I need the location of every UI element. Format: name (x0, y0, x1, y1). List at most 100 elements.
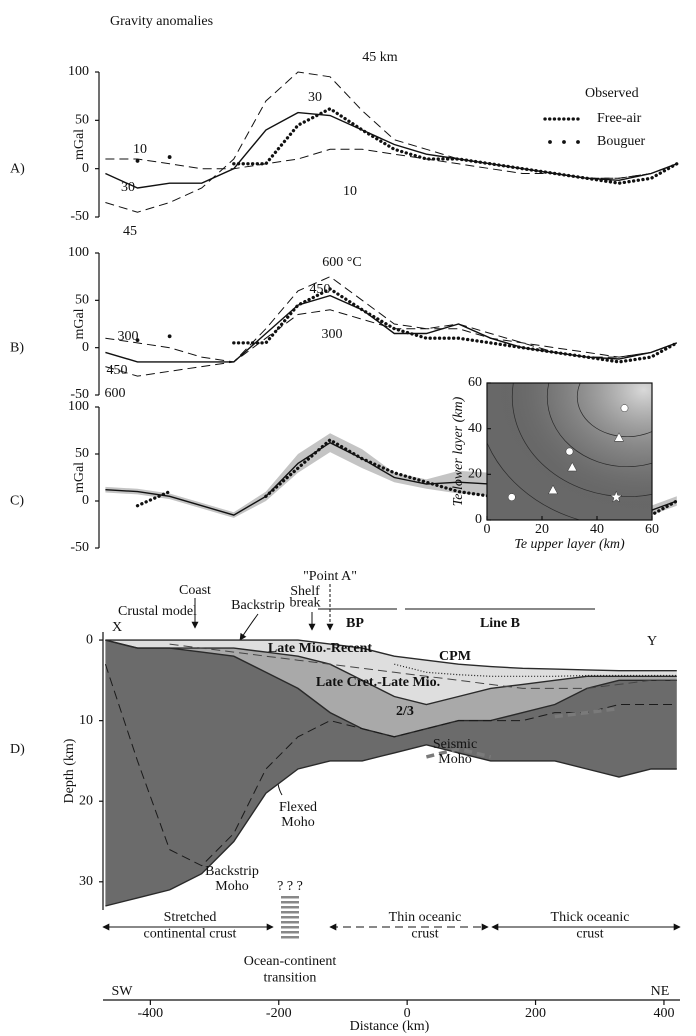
curve-label: 600 (105, 386, 126, 401)
annotation: Ocean-continent (244, 954, 337, 969)
y-tick-label: 50 (75, 293, 89, 308)
y-axis-label: mGal (72, 462, 87, 493)
marker-triangle (567, 461, 578, 472)
curve-label: 10 (343, 184, 357, 199)
annotation: break (289, 596, 320, 611)
layer-fill (105, 640, 677, 906)
x-tick-label: 60 (645, 522, 659, 537)
curve-label: 300 (118, 329, 139, 344)
x-tick-label: 200 (525, 1006, 546, 1021)
annotation: "Point A" (303, 569, 357, 584)
annotation: Y (647, 634, 657, 649)
model-curve (105, 148, 677, 179)
y-tick-label: 20 (468, 467, 482, 482)
curve-label: 600 °C (322, 255, 361, 270)
annotation: Coast (179, 583, 211, 598)
annotation: Moho (281, 815, 314, 830)
marker-circle (565, 447, 574, 456)
annotation: Stretched (164, 910, 217, 925)
contour-line (576, 383, 652, 438)
y-tick-label: 20 (79, 793, 93, 808)
legend-swatch (548, 140, 552, 144)
x-axis-label: Te upper layer (km) (514, 537, 625, 552)
model-curve (105, 309, 677, 363)
plot-frame (486, 382, 653, 521)
y-tick-label: 0 (86, 632, 93, 647)
curve-label: 45 (123, 224, 137, 239)
curve-label: 30 (308, 90, 322, 105)
y-axis-label: Depth (km) (62, 738, 77, 803)
observed-curve-dot (135, 159, 140, 163)
marker-triangle (613, 432, 625, 442)
panel-label: A) (10, 161, 25, 176)
x-tick-label: 400 (653, 1006, 674, 1021)
x-tick-label: 0 (484, 522, 491, 537)
oct-hatch (281, 896, 299, 939)
marker-triangle (547, 484, 559, 495)
panel-label: D) (10, 742, 25, 757)
curve-label: 45 km (362, 50, 398, 65)
y-tick-label: 100 (68, 399, 89, 414)
annotation: continental crust (144, 926, 237, 941)
y-axis-label: mGal (72, 308, 87, 339)
section-line (169, 643, 677, 689)
annotation: transition (264, 970, 317, 985)
x-tick-label: -200 (266, 1006, 292, 1021)
chart-title: Crustal model (118, 604, 197, 619)
y-tick-label: 40 (468, 421, 482, 436)
y-tick-label: -50 (70, 209, 89, 224)
annotation: Backstrip (205, 864, 259, 879)
legend-label: Free-air (597, 111, 642, 126)
annotation: SW (112, 984, 134, 999)
observed-curve-dot (167, 334, 172, 339)
y-axis-label: mGal (72, 129, 87, 160)
y-tick-label: 100 (68, 64, 89, 79)
curve-label: 450 (310, 282, 331, 297)
annotation: X (112, 620, 122, 635)
annotation: crust (576, 926, 603, 941)
legend-label: Bouguer (597, 134, 646, 149)
x-tick-label: 0 (404, 1006, 411, 1021)
legend-swatch (576, 140, 580, 144)
y-tick-label: 30 (79, 874, 93, 889)
marker-star (609, 490, 623, 503)
annotation: Moho (215, 879, 248, 894)
legend-swatch (562, 140, 566, 144)
layer-boundary (105, 639, 677, 672)
panel-label: C) (10, 494, 24, 509)
annotation: Seismic (433, 737, 477, 752)
annotation: crust (411, 926, 438, 941)
chart-title: Gravity anomalies (110, 14, 213, 29)
y-tick-label: 0 (82, 340, 89, 355)
model-curve (105, 294, 678, 363)
annotation: Shelf (290, 584, 320, 599)
observed-curve-dot (135, 338, 140, 342)
x-tick-label: -400 (138, 1006, 164, 1021)
annotation: ? ? ? (277, 879, 303, 894)
annotation: BP (346, 616, 364, 631)
y-tick-label: 100 (68, 245, 89, 260)
y-tick-label: 10 (79, 713, 93, 728)
curve-label: 30 (121, 180, 135, 195)
contour-line (511, 383, 652, 498)
y-tick-label: 0 (82, 161, 89, 176)
x-axis-label: Distance (km) (350, 1019, 430, 1034)
y-tick-label: -50 (70, 540, 89, 555)
annotation: CPM (439, 649, 471, 664)
annotation: Flexed (279, 800, 317, 815)
y-axis-label: Te lower layer (km) (451, 396, 466, 506)
observed-curve (232, 287, 679, 364)
marker-circle (507, 493, 516, 502)
backstrip-arrow (239, 613, 259, 641)
observed-curve-dot (167, 155, 172, 159)
annotation: NE (651, 984, 670, 999)
annotation: Thick oceanic (551, 910, 630, 925)
layer-boundary (105, 744, 677, 907)
layer-fill (105, 640, 677, 705)
annotation: Late Cret.-Late Mio. (316, 675, 440, 690)
x-tick-label: 20 (535, 522, 549, 537)
y-tick-label: -50 (70, 387, 89, 402)
observed-curve (232, 106, 679, 185)
curve-label: 10 (133, 142, 147, 157)
